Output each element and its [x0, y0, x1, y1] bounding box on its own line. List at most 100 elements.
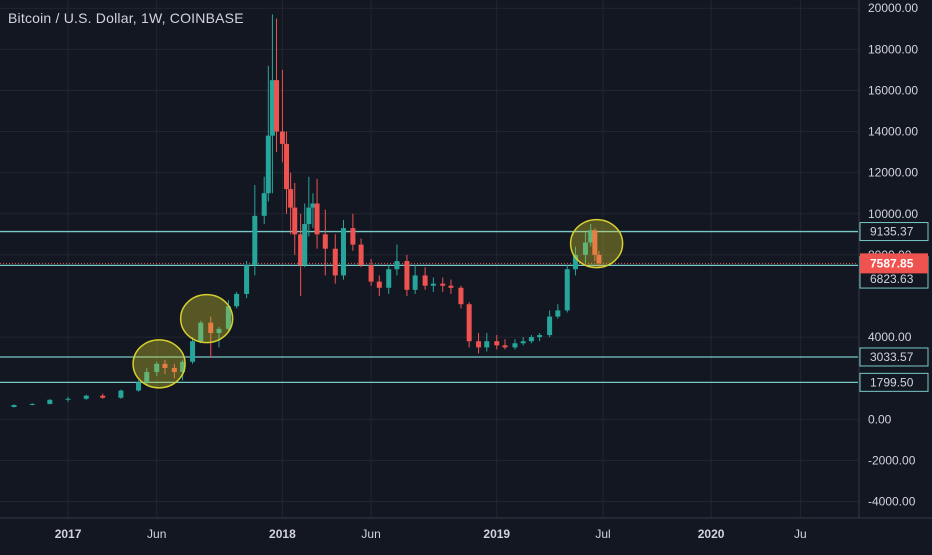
x-tick-label: Jun: [361, 527, 380, 541]
price-axis-labels: 9135.377489.946823.633033.571799.507587.…: [859, 222, 929, 392]
candle-body: [180, 361, 186, 373]
candle-body: [512, 343, 518, 348]
chart-title: Bitcoin / U.S. Dollar, 1W, COINBASE: [8, 10, 244, 26]
price-level-label: 6823.63: [870, 272, 914, 286]
y-tick-label: -2000.00: [868, 453, 916, 467]
candle-body: [440, 283, 446, 286]
candle-body: [404, 261, 410, 290]
candle-body: [466, 304, 472, 342]
candle-body: [265, 135, 271, 194]
y-tick-label: 20000.00: [868, 1, 918, 15]
candle-body: [376, 281, 382, 288]
candle-body: [244, 265, 250, 294]
candle-body: [118, 390, 124, 398]
candle-body: [83, 395, 89, 399]
candle-body: [136, 382, 142, 391]
candle-body: [332, 248, 338, 276]
x-tick-label: 2020: [698, 527, 725, 541]
candle-body: [588, 230, 594, 243]
candle-body: [100, 395, 106, 398]
candle-body: [340, 228, 346, 276]
candle-body: [448, 285, 454, 288]
candle-body: [386, 269, 392, 288]
candle-body: [547, 316, 553, 336]
candle-body: [65, 398, 71, 400]
candle-body: [596, 254, 602, 264]
candle-body: [284, 143, 290, 190]
x-tick-label: Jun: [147, 527, 166, 541]
y-tick-label: 16000.00: [868, 83, 918, 97]
candle-body: [11, 404, 17, 407]
y-tick-label: -4000.00: [868, 495, 916, 509]
candle-body: [520, 341, 526, 344]
candle-body: [162, 363, 168, 368]
candle-body: [47, 399, 53, 404]
candle-body: [288, 189, 294, 208]
candle-body: [144, 372, 150, 383]
candle-body: [269, 80, 275, 136]
price-level-label: 1799.50: [870, 375, 914, 389]
y-tick-label: 14000.00: [868, 125, 918, 139]
x-tick-label: 2018: [269, 527, 296, 541]
candle-body: [458, 287, 464, 305]
candle-body: [279, 131, 285, 144]
x-tick-label: 2019: [483, 527, 510, 541]
candle-body: [368, 265, 374, 282]
price-level-label: 3033.57: [870, 350, 914, 364]
current-price-label: 7587.85: [870, 256, 914, 270]
highlight-ellipse: [132, 339, 186, 389]
highlight-ellipse: [569, 218, 624, 269]
highlight-ellipse: [179, 293, 234, 344]
candle-body: [208, 322, 214, 333]
y-tick-label: 0.00: [868, 412, 892, 426]
price-level-box: [859, 372, 929, 392]
candle-body: [394, 261, 400, 270]
candle-body: [274, 80, 280, 132]
price-level-box: [859, 222, 929, 242]
candle-body: [484, 341, 490, 348]
candle-body: [476, 341, 482, 348]
candle-body: [564, 269, 570, 311]
x-tick-label: 2017: [55, 527, 82, 541]
candle-body: [216, 328, 222, 333]
candle-body: [234, 293, 240, 307]
grid: [0, 0, 858, 518]
candle-body: [358, 244, 364, 266]
y-tick-label: 10000.00: [868, 207, 918, 221]
candle-body: [154, 363, 160, 373]
candle-body: [292, 207, 298, 235]
candle-body: [537, 335, 543, 338]
candle-body: [252, 215, 258, 266]
price-level-box: [859, 347, 929, 367]
x-tick-label: Jul: [595, 527, 610, 541]
y-tick-label: 12000.00: [868, 166, 918, 180]
current-price-box: [860, 253, 928, 274]
candle-body: [572, 254, 578, 270]
candle-body: [190, 341, 196, 362]
candle-body: [29, 403, 35, 405]
x-tick-label: Ju: [794, 527, 807, 541]
candle-body: [430, 283, 436, 286]
axes: 20000.00 18000.00 16000.00 14000.00 12000.00…: [0, 0, 932, 541]
y-tick-label: 4000.00: [868, 330, 912, 344]
candle-body: [528, 337, 534, 342]
candle-body: [310, 203, 316, 208]
highlight-ellipses: [132, 218, 624, 389]
price-level-label: 9135.37: [870, 225, 914, 239]
y-tick-label: 18000.00: [868, 42, 918, 56]
candle-body: [412, 275, 418, 290]
candle-body: [261, 193, 267, 216]
candle-body: [171, 367, 177, 373]
price-level-lines: [0, 230, 858, 383]
candle-body: [502, 345, 508, 348]
candle-body: [555, 310, 561, 317]
candle-body: [314, 203, 320, 235]
candle-body: [582, 242, 588, 255]
candlesticks: [11, 14, 602, 408]
candle-body: [198, 322, 204, 342]
candle-body: [302, 224, 308, 266]
candle-body: [592, 230, 598, 255]
candle-body: [225, 306, 231, 329]
